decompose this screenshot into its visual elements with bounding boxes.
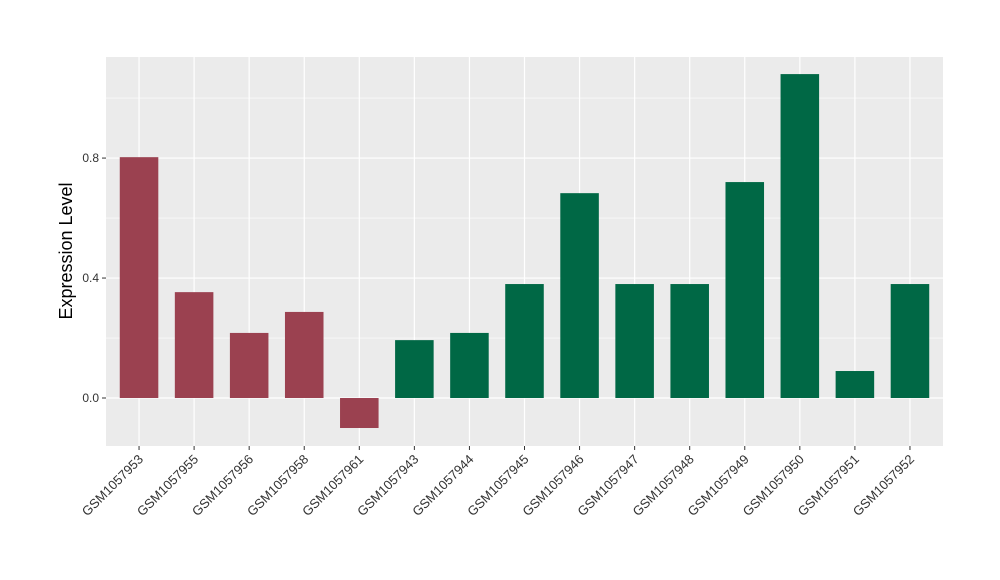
bar-GSM1057961 [340,398,379,429]
bar-GSM1057950 [780,74,820,399]
y-tick-label: 0.8 [82,151,99,165]
bars [119,74,930,429]
bar-GSM1057958 [284,311,324,399]
bar-GSM1057947 [615,284,654,399]
bar-GSM1057953 [119,157,159,399]
bar-GSM1057945 [505,284,544,399]
bar-GSM1057952 [890,284,930,399]
y-axis-label: Expression Level [56,182,76,319]
x-axis: GSM1057953GSM1057955GSM1057956GSM1057958… [79,446,917,519]
bar-GSM1057944 [450,332,489,399]
bar-GSM1057946 [560,193,599,399]
y-axis: 0.0 0.4 0.8 [82,151,106,405]
y-tick-label: 0.4 [82,271,99,285]
bar-GSM1057949 [725,182,765,399]
bar-GSM1057955 [174,292,214,399]
y-tick-label: 0.0 [82,391,99,405]
bar-GSM1057943 [395,340,434,399]
bar-GSM1057948 [670,284,709,399]
bar-GSM1057951 [835,371,875,399]
bar-GSM1057956 [229,332,269,399]
